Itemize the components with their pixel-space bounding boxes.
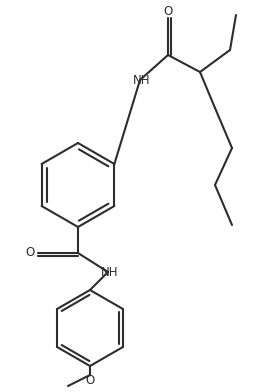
Text: O: O bbox=[163, 4, 173, 18]
Text: NH: NH bbox=[101, 265, 119, 278]
Text: O: O bbox=[25, 247, 35, 260]
Text: O: O bbox=[85, 374, 95, 387]
Text: NH: NH bbox=[133, 74, 151, 87]
